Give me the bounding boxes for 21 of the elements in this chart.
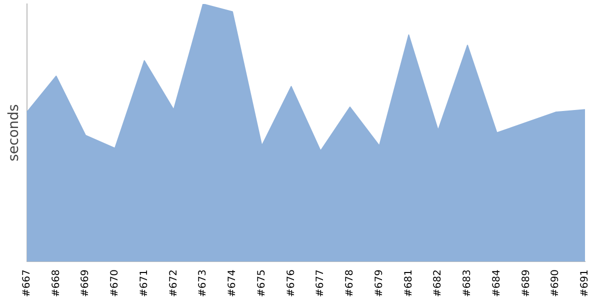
x-tick-label: #683 [462, 270, 474, 298]
x-tick-label: #673 [198, 270, 209, 298]
x-tick-label: #679 [374, 270, 385, 298]
x-tick-label: #671 [138, 270, 150, 298]
x-tick-label: #682 [432, 270, 444, 298]
x-tick-label: #678 [344, 270, 356, 298]
x-tick-label: #675 [256, 270, 268, 298]
x-tick-label: #690 [550, 270, 562, 298]
x-tick-label: #667 [21, 270, 32, 298]
x-tick-label: #668 [50, 270, 62, 298]
x-tick-label: #684 [491, 270, 502, 298]
x-tick-label: #681 [403, 270, 414, 298]
y-axis-title: seconds [6, 104, 22, 162]
x-tick-label: #669 [80, 270, 92, 298]
x-tick-label: #670 [110, 270, 121, 298]
x-tick-label: #672 [168, 270, 180, 298]
x-tick-label: #689 [520, 270, 532, 298]
x-tick-label: #676 [286, 270, 297, 298]
x-tick-label: #691 [580, 270, 591, 298]
x-tick-label: #674 [227, 270, 238, 298]
x-tick-label: #677 [315, 270, 326, 298]
